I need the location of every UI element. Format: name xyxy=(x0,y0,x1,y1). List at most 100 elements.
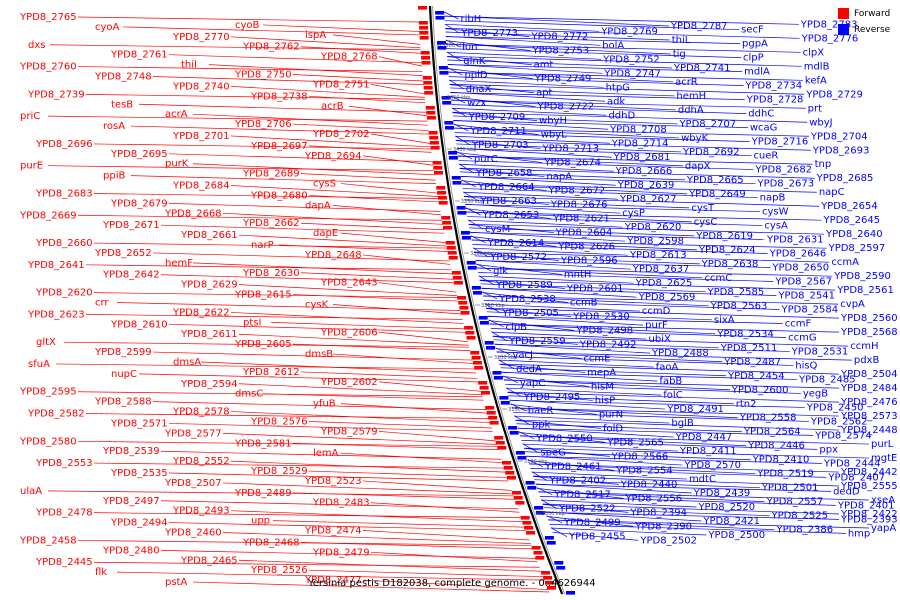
reverse-leader-line xyxy=(533,476,619,485)
reverse-gene-label: YPD8_2485 xyxy=(798,374,856,385)
reverse-gene-label: wbyK xyxy=(681,133,708,144)
forward-gene-label: YPD8_2535 xyxy=(110,468,168,479)
forward-gene-label: acrA xyxy=(165,109,188,120)
reverse-leader-line xyxy=(465,207,481,216)
forward-leader-line xyxy=(85,93,426,100)
forward-gene-block xyxy=(430,146,440,150)
forward-gene-block xyxy=(436,186,446,190)
forward-gene-label: YPD8_2552 xyxy=(172,456,230,467)
reverse-leader-line xyxy=(549,523,846,534)
reverse-gene-block xyxy=(456,206,466,210)
reverse-leader-line xyxy=(469,227,695,237)
reverse-leader-line xyxy=(535,484,832,492)
reverse-gene-label: YPD8_2574 xyxy=(814,430,872,441)
reverse-gene-label: YPD8_2565 xyxy=(606,437,664,448)
reverse-leader-line xyxy=(457,155,813,165)
forward-leader-line xyxy=(362,480,512,491)
reverse-gene-label: YPD8_2666 xyxy=(615,166,673,177)
forward-gene-label: YPD8_2760 xyxy=(19,62,77,73)
forward-gene-block xyxy=(485,406,495,410)
reverse-leader-line xyxy=(456,143,681,153)
reverse-gene-label: YPD8_2498 xyxy=(575,325,633,336)
reverse-leader-line xyxy=(444,20,740,31)
forward-gene-label: YPD8_2460 xyxy=(164,527,222,538)
reverse-gene-label: YPD8_2650 xyxy=(771,263,829,274)
forward-gene-block xyxy=(418,21,428,25)
reverse-swatch xyxy=(838,24,849,35)
reverse-gene-label: YPD8_2707 xyxy=(678,119,736,130)
forward-leader-line xyxy=(63,341,470,348)
reverse-gene-label: ccmD xyxy=(642,306,671,317)
reverse-gene-block xyxy=(437,46,447,50)
reverse-gene-label: YPD8_2614 xyxy=(487,238,545,249)
forward-gene-block xyxy=(465,331,475,335)
forward-leader-line xyxy=(77,214,443,221)
reverse-leader-line xyxy=(543,507,770,517)
reverse-gene-label: htpG xyxy=(606,82,630,93)
forward-gene-label: YPD8_2706 xyxy=(234,119,292,130)
forward-gene-block xyxy=(419,26,429,30)
reverse-leader-line xyxy=(517,427,674,438)
forward-gene-label: YPD8_2458 xyxy=(19,535,77,546)
forward-gene-block xyxy=(494,436,504,440)
forward-leader-line xyxy=(116,571,545,581)
forward-leader-line xyxy=(222,482,513,495)
forward-leader-line xyxy=(238,383,483,396)
forward-gene-label: YPD8_2465 xyxy=(180,555,238,566)
forward-gene-label: dapA xyxy=(305,200,331,211)
reverse-gene-label: sixA xyxy=(714,315,735,326)
reverse-gene-label: YPD8_2626 xyxy=(557,242,615,253)
reverse-leader-line xyxy=(463,191,618,200)
forward-gene-block xyxy=(442,221,452,225)
reverse-gene-label: YPD8_2598 xyxy=(626,236,684,247)
reverse-gene-label: YPD8_2402 xyxy=(549,476,607,487)
reverse-gene-block xyxy=(486,346,495,350)
forward-gene-label: YPD8_2671 xyxy=(102,220,160,231)
reverse-gene-label: YPD8_2410 xyxy=(752,455,810,466)
reverse-gene-label: YPD8_2488 xyxy=(651,348,709,359)
reverse-leader-line xyxy=(471,239,697,251)
reverse-gene-label: apt xyxy=(536,88,552,99)
reverse-gene-block xyxy=(534,506,544,510)
forward-leader-line xyxy=(308,195,439,203)
reverse-leader-line xyxy=(451,107,607,116)
tick-label: 3500 kbp xyxy=(442,43,466,49)
forward-leader-line xyxy=(362,579,549,590)
reverse-gene-label: thiL xyxy=(672,35,691,46)
reverse-gene-label: YPD8_2620 xyxy=(624,222,682,233)
reverse-gene-label: YPD8_2713 xyxy=(542,144,600,155)
forward-gene-label: YPD8_2679 xyxy=(110,198,168,209)
reverse-gene-label: fabB xyxy=(659,376,682,387)
reverse-gene-label: YPD8_2600 xyxy=(731,385,789,396)
reverse-gene-label: ccmH xyxy=(850,341,878,352)
forward-gene-block xyxy=(522,521,532,525)
reverse-leader-line xyxy=(455,135,610,144)
forward-gene-label: YPD8_2751 xyxy=(312,79,370,90)
reverse-gene-label: ccmB xyxy=(570,297,598,308)
reverse-gene-label: YPD8_2446 xyxy=(747,441,805,452)
forward-gene-label: YPD8_2695 xyxy=(110,149,168,160)
forward-gene-label: YPD8_2684 xyxy=(172,181,230,192)
reverse-gene-label: YPD8_2589 xyxy=(495,280,553,291)
forward-leader-line xyxy=(168,203,441,212)
forward-gene-label: YPD8_2489 xyxy=(234,488,292,499)
forward-gene-block xyxy=(503,466,513,470)
reverse-gene-label: YPD8_2555 xyxy=(840,481,898,492)
reverse-gene-label: YPD8_2773 xyxy=(460,28,518,39)
reverse-leader-line xyxy=(487,316,783,324)
forward-leader-line xyxy=(262,393,484,401)
reverse-gene-block xyxy=(460,231,470,235)
forward-leader-line xyxy=(77,16,419,23)
forward-gene-label: YPD8_2599 xyxy=(94,347,152,358)
reverse-gene-label: YPD8_2645 xyxy=(822,215,880,226)
forward-gene-label: YPD8_2643 xyxy=(320,278,378,289)
reverse-leader-line xyxy=(479,280,565,289)
forward-gene-label: ptsI xyxy=(243,317,261,328)
reverse-gene-label: YPD8_2531 xyxy=(791,346,849,357)
forward-leader-line xyxy=(93,561,540,568)
reverse-leader-line xyxy=(467,219,623,228)
reverse-leader-line xyxy=(450,91,605,102)
reverse-leader-line xyxy=(462,188,758,198)
reverse-gene-label: YPD8_2711 xyxy=(469,126,527,137)
reverse-leader-line xyxy=(538,491,870,501)
